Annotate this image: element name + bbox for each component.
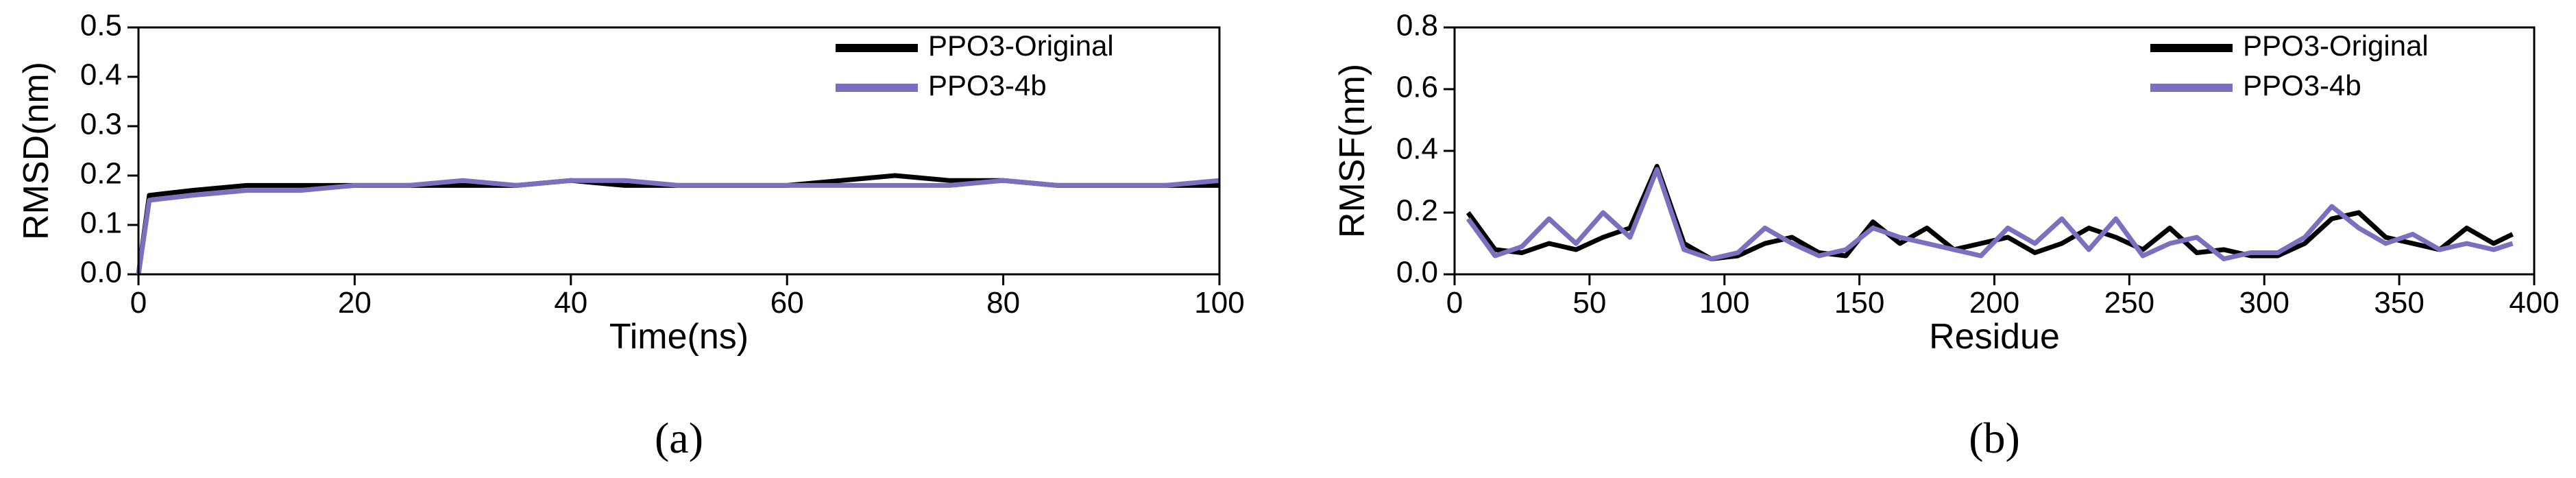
panel-label: (b) [1969,414,2020,462]
plot-frame [137,26,1221,276]
y-tick-label: 0.0 [80,256,122,289]
x-axis-title: Residue [1929,317,2060,357]
x-tick-label: 350 [2374,286,2424,320]
x-tick-label: 60 [770,286,804,320]
y-tick-label: 0.5 [80,9,122,43]
y-tick-label: 0.2 [80,157,122,191]
x-tick-label: 400 [2509,286,2559,320]
y-tick-label: 0.4 [80,58,122,92]
x-tick-label: 250 [2104,286,2154,320]
x-tick-label: 50 [1572,286,1606,320]
data-line [1466,167,2514,261]
x-axis-title: Time(ns) [609,317,749,357]
legend-label: PPO3-Original [928,29,1114,62]
x-tick-label: 0 [1446,286,1463,320]
x-tick-label: 20 [338,286,372,320]
y-tick-label: 0.3 [80,108,122,141]
legend-label: PPO3-4b [2243,69,2361,101]
y-tick-label: 0.6 [1396,71,1438,104]
x-tick-label: 80 [986,286,1020,320]
y-tick-label: 0.1 [80,206,122,240]
y-axis-title: RMSD(nm) [16,62,56,240]
plot-frame [1453,26,2536,276]
y-tick-label: 0.4 [1396,132,1438,166]
x-tick-label: 200 [1969,286,2019,320]
legend-label: PPO3-4b [928,69,1047,101]
y-tick-label: 0.2 [1396,194,1438,228]
data-line [136,178,1220,275]
y-tick-label: 0.0 [1396,256,1438,289]
panel-label: (a) [655,414,703,462]
x-tick-label: 40 [554,286,587,320]
x-tick-label: 100 [1194,286,1244,320]
x-tick-label: 300 [2239,286,2289,320]
y-tick-label: 0.8 [1396,9,1438,43]
legend-label: PPO3-Original [2243,29,2429,62]
x-tick-label: 0 [130,286,147,320]
y-axis-title: RMSF(nm) [1333,64,1372,238]
x-tick-label: 100 [1699,286,1749,320]
x-tick-label: 150 [1834,286,1884,320]
